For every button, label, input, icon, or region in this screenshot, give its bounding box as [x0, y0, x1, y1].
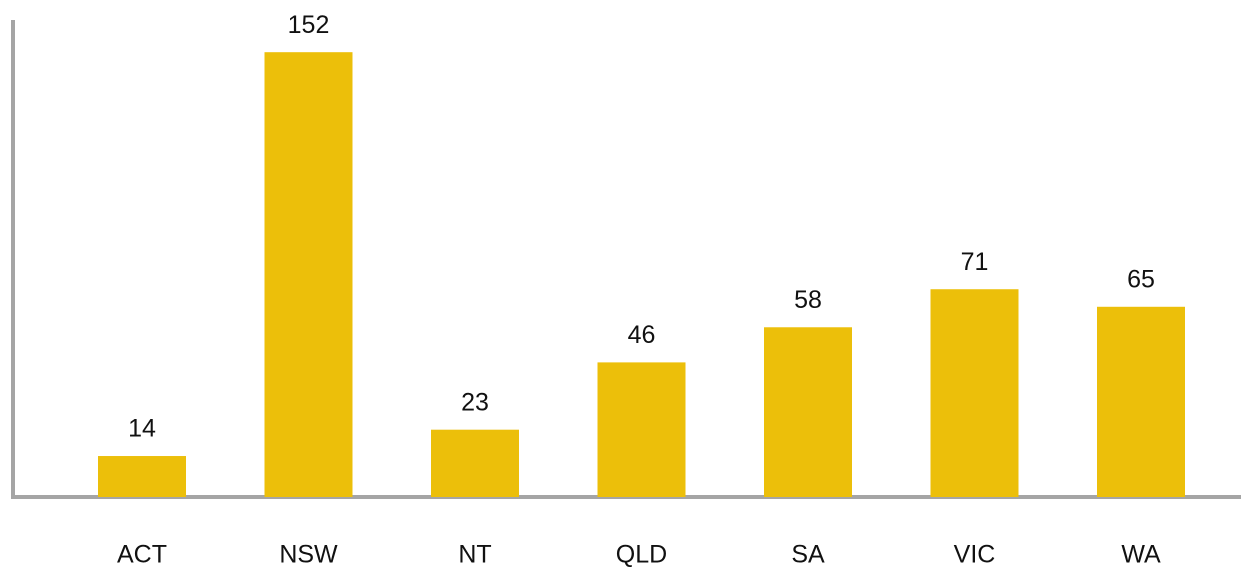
x-tick-label: SA [791, 541, 825, 569]
bar [764, 327, 852, 497]
bar [597, 362, 686, 497]
bar [264, 52, 353, 497]
data-label: 65 [1127, 265, 1155, 293]
bar [930, 289, 1019, 497]
x-tick-label: NSW [279, 541, 338, 569]
data-label: 23 [461, 388, 489, 416]
x-tick-label: QLD [616, 541, 667, 569]
x-tick-label: NT [458, 541, 491, 569]
data-label: 46 [628, 321, 656, 349]
data-label: 71 [961, 248, 989, 276]
bar [431, 429, 519, 497]
x-tick-label: ACT [117, 541, 167, 569]
x-tick-label: WA [1121, 541, 1161, 569]
data-label: 152 [288, 11, 330, 39]
bar [98, 456, 186, 497]
data-label: 58 [794, 286, 822, 314]
x-tick-label: VIC [954, 541, 996, 569]
data-label: 14 [128, 415, 156, 443]
bar [1097, 306, 1185, 497]
